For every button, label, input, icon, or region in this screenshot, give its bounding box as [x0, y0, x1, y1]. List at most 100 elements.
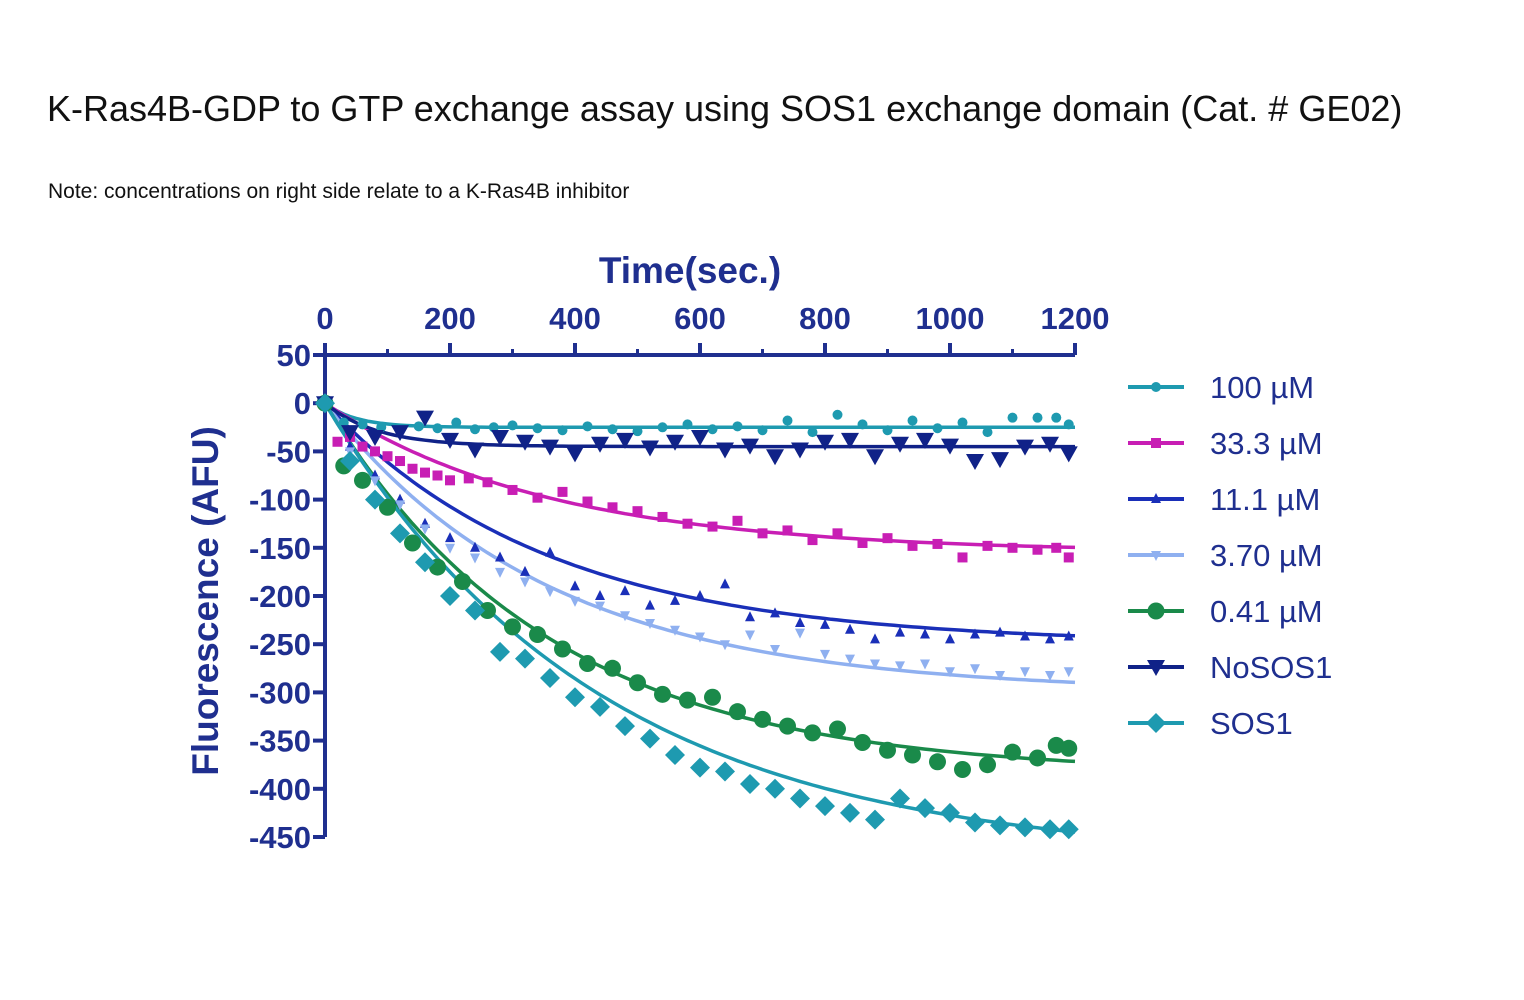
data-point	[695, 632, 705, 643]
data-point	[679, 691, 696, 709]
x-tick-label: 600	[674, 301, 726, 336]
data-point	[670, 625, 680, 636]
data-point	[940, 802, 960, 823]
legend-label: 0.41 µM	[1210, 594, 1323, 629]
data-point	[432, 423, 443, 434]
y-tick-label: -150	[249, 531, 311, 566]
data-point	[907, 540, 918, 551]
data-point	[545, 546, 555, 557]
data-point	[366, 429, 384, 446]
data-point	[695, 590, 705, 600]
data-point	[540, 667, 560, 688]
data-point	[732, 421, 743, 432]
data-point	[882, 425, 893, 436]
data-point	[654, 685, 671, 703]
data-point	[341, 425, 359, 442]
data-point	[732, 515, 743, 526]
data-point	[957, 417, 968, 428]
data-point	[529, 626, 546, 644]
data-point	[541, 439, 559, 456]
data-point	[857, 537, 868, 548]
data-point	[395, 456, 405, 467]
data-point	[1058, 819, 1079, 840]
y-axis-label: Fluorescence (AFU)	[185, 426, 226, 776]
data-point	[720, 578, 730, 589]
data-point	[1032, 412, 1043, 423]
data-point	[407, 463, 418, 474]
data-point	[870, 633, 880, 644]
data-point	[445, 543, 455, 554]
axes: 0 200 400 600 800 1000 1200500-50-100-150-200-…	[185, 250, 1109, 855]
data-point	[395, 500, 405, 511]
data-point	[1063, 552, 1074, 563]
data-point	[595, 590, 605, 600]
data-point	[865, 809, 885, 830]
data-point	[765, 778, 785, 799]
data-point	[370, 446, 380, 457]
data-point	[1041, 436, 1059, 453]
data-point	[357, 441, 368, 452]
data-point	[754, 710, 771, 728]
data-point	[841, 432, 859, 449]
data-point	[507, 420, 518, 431]
data-point	[1007, 412, 1018, 423]
data-point	[770, 645, 780, 656]
data-point	[1020, 667, 1030, 678]
data-point	[840, 802, 860, 823]
data-point	[640, 728, 660, 749]
data-point	[470, 541, 480, 552]
data-point	[770, 607, 780, 618]
data-point	[745, 630, 755, 641]
fit-curve-0	[323, 401, 1075, 430]
data-point	[707, 521, 718, 532]
data-point	[715, 761, 735, 782]
data-point	[532, 492, 543, 503]
data-point	[507, 484, 518, 495]
data-point	[579, 654, 596, 672]
data-point	[932, 538, 943, 549]
data-point	[965, 812, 985, 833]
data-point	[745, 611, 755, 622]
data-point	[870, 659, 880, 670]
data-point	[1016, 439, 1034, 456]
data-point	[757, 528, 768, 539]
y-tick-label: -100	[249, 483, 311, 518]
x-tick-label: 200	[424, 301, 476, 336]
data-point	[970, 664, 980, 675]
data-point	[895, 661, 905, 672]
y-tick-label: -450	[249, 820, 311, 855]
data-point	[315, 393, 335, 414]
chart-note: Note: concentrations on right side relat…	[48, 180, 630, 203]
y-tick-label: -200	[249, 579, 311, 614]
data-point	[995, 671, 1005, 682]
data-point	[338, 417, 349, 428]
data-point	[440, 586, 460, 606]
data-point	[570, 596, 580, 607]
data-point	[1032, 544, 1043, 555]
data-point	[991, 452, 1009, 469]
data-point	[1045, 633, 1055, 644]
fit-curve-1	[324, 401, 1076, 550]
data-point	[491, 429, 509, 446]
x-axis-label: Time(sec.)	[599, 250, 781, 291]
data-points	[315, 393, 1079, 840]
data-point	[629, 674, 646, 692]
data-point	[741, 438, 759, 455]
data-point	[907, 415, 918, 426]
data-point	[920, 628, 930, 639]
y-tick-label: -350	[249, 724, 311, 759]
y-tick-label: -50	[266, 434, 311, 469]
data-point	[545, 587, 555, 598]
data-point	[382, 451, 393, 462]
data-point	[704, 688, 721, 706]
data-point	[445, 475, 455, 486]
data-point	[607, 502, 618, 513]
legend-marker	[1151, 382, 1161, 392]
data-point	[941, 438, 959, 455]
data-point	[1045, 671, 1055, 682]
data-point	[340, 451, 360, 472]
data-point	[966, 454, 984, 471]
data-point	[520, 565, 530, 576]
data-point	[882, 533, 893, 544]
data-point	[515, 648, 535, 669]
